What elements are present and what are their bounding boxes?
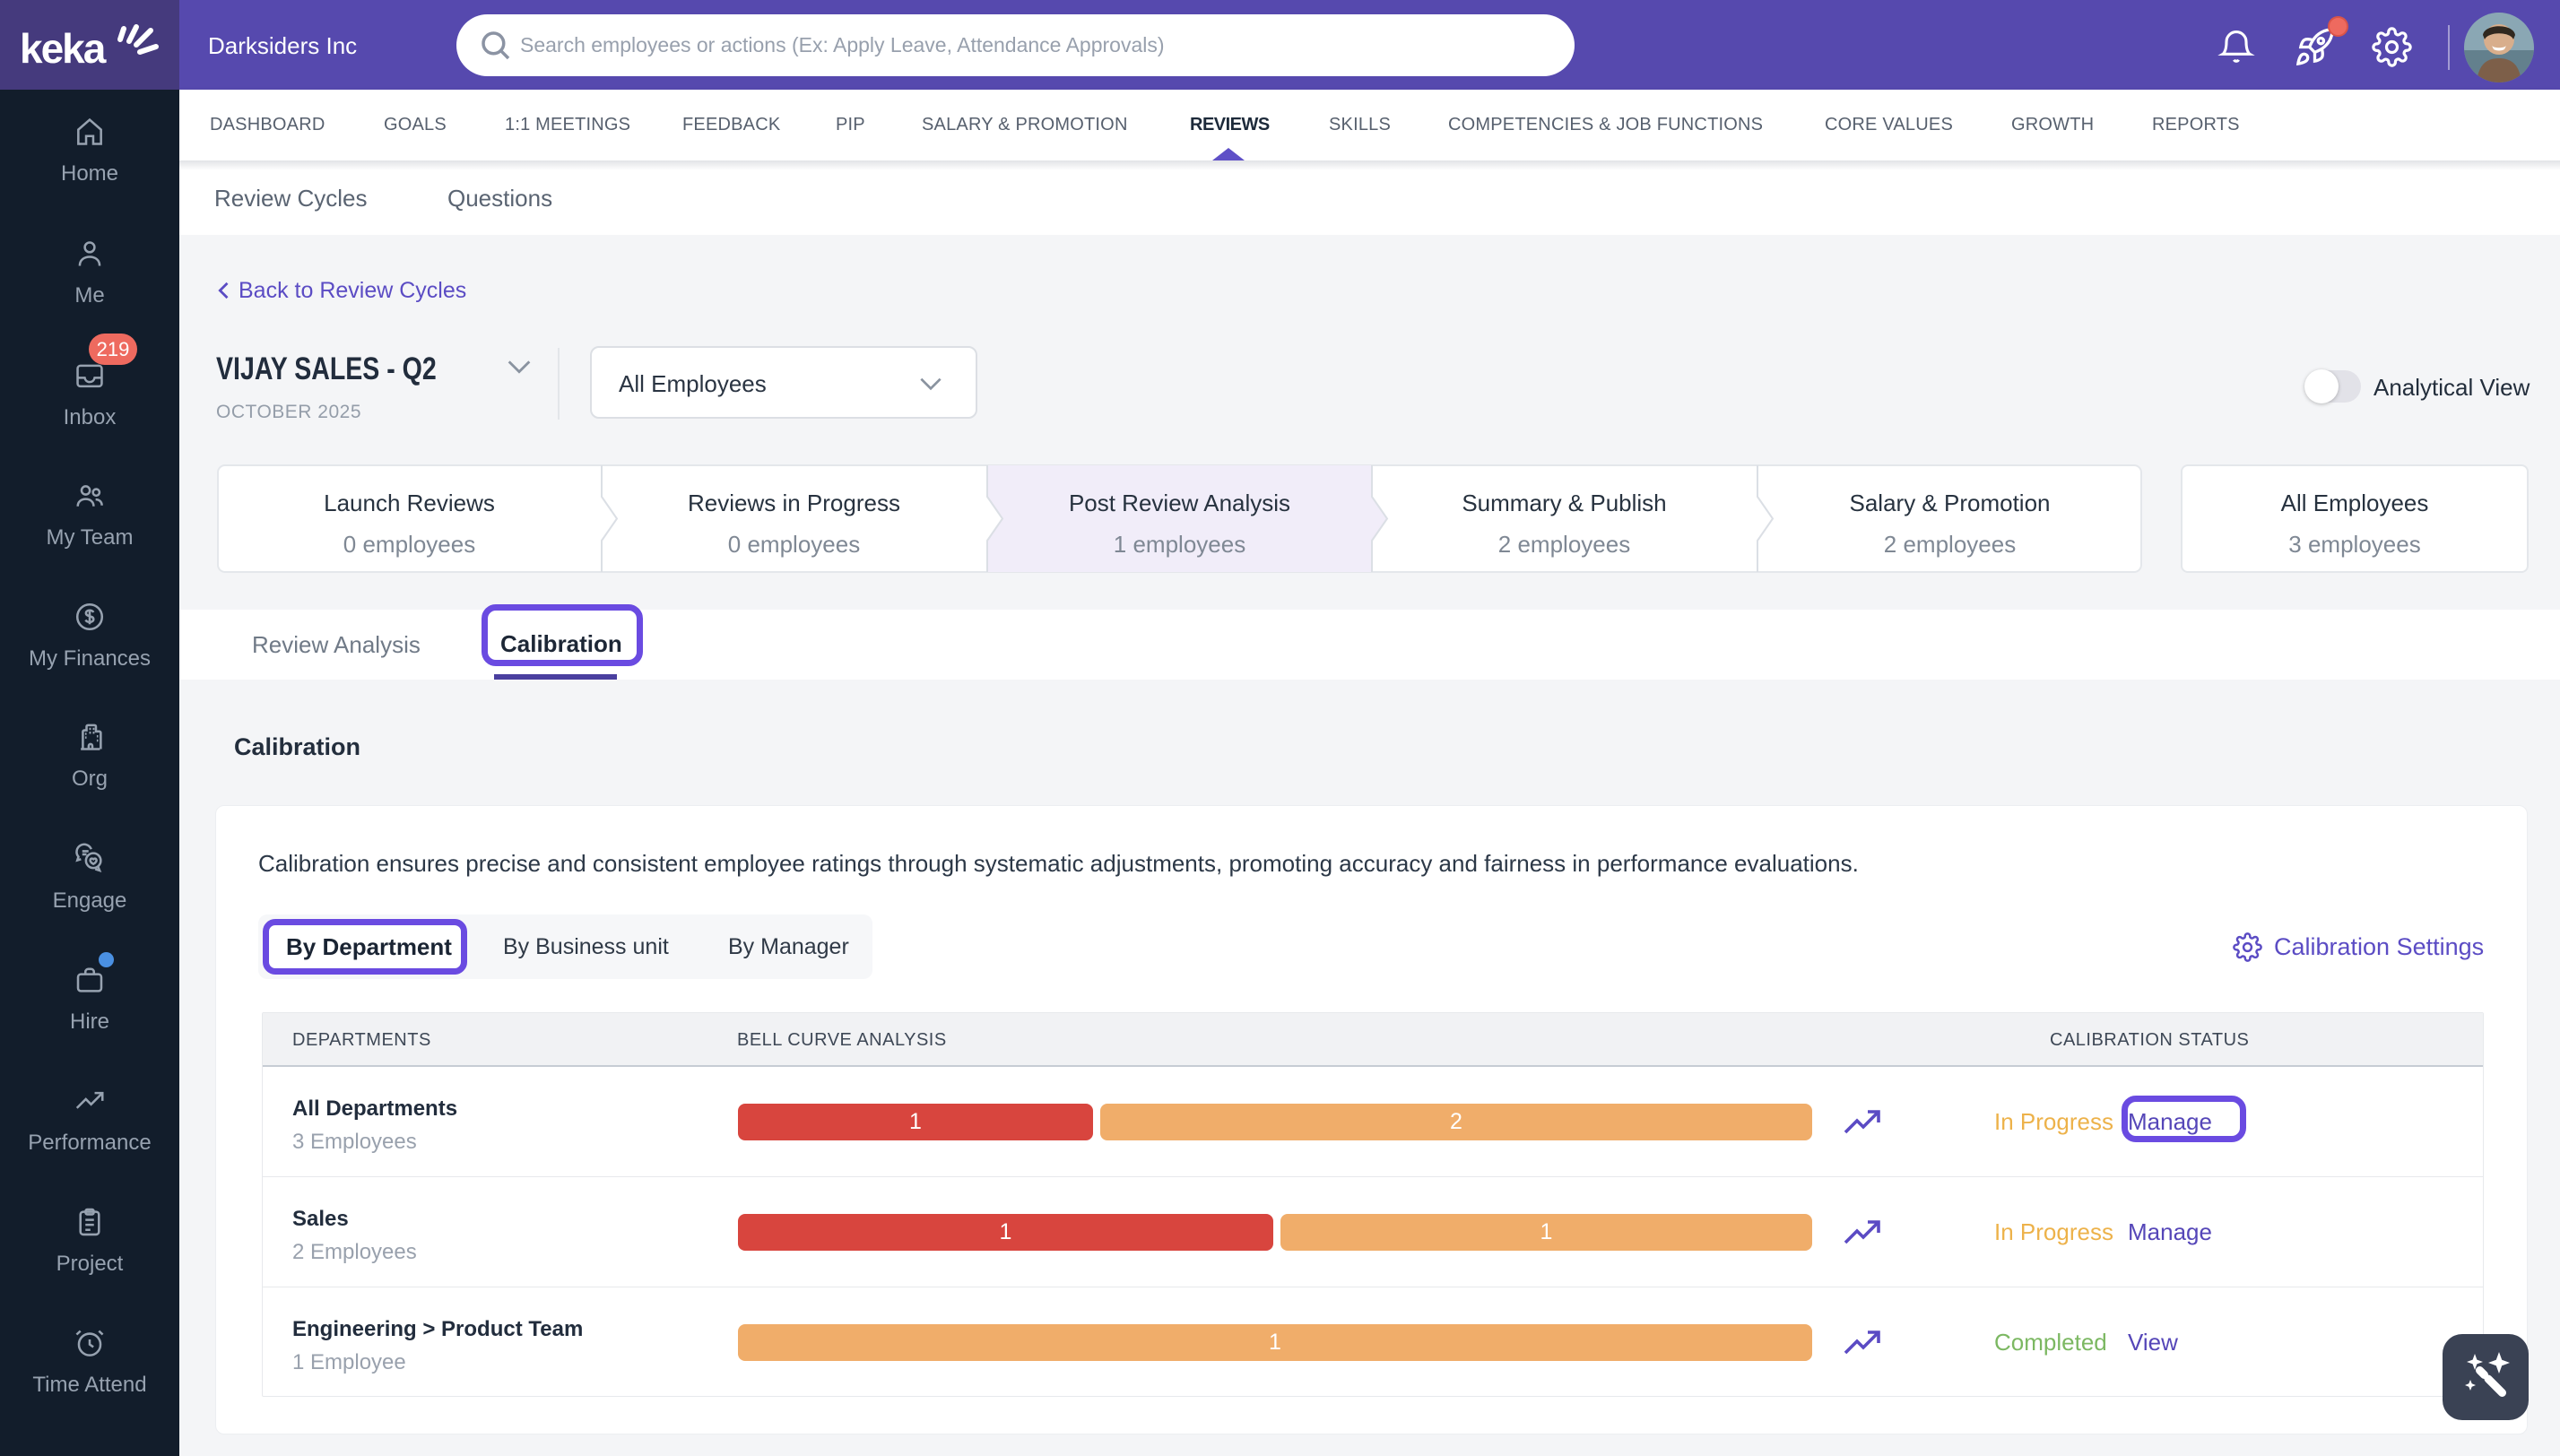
svg-text:keka: keka: [20, 25, 107, 72]
